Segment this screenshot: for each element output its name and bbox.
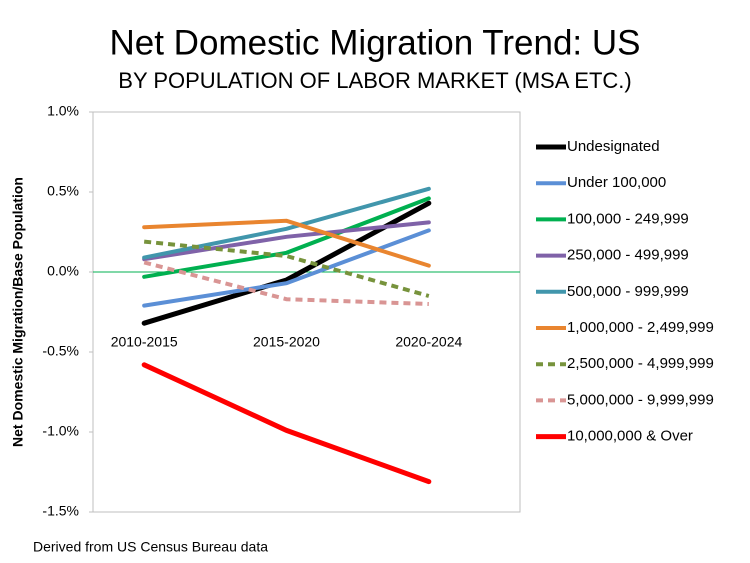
y-tick-label: 0.0% <box>47 263 79 279</box>
series-line <box>142 220 431 262</box>
x-tick-label: 2010-2015 <box>111 334 178 350</box>
series-line <box>143 239 430 298</box>
series-line <box>142 186 431 260</box>
chart-subtitle: BY POPULATION OF LABOR MARKET (MSA ETC.) <box>118 68 631 93</box>
x-tick-label: 2020-2024 <box>395 334 462 350</box>
y-tick-label: -1.0% <box>42 423 79 439</box>
series-line <box>142 196 431 279</box>
y-tick-label: 0.5% <box>47 183 79 199</box>
series-line <box>141 362 432 485</box>
legend-label: 1,000,000 - 2,499,999 <box>567 319 714 336</box>
legend-label: 5,000,000 - 9,999,999 <box>567 391 714 408</box>
legend-label: 2,500,000 - 4,999,999 <box>567 355 714 372</box>
y-tick-label: -0.5% <box>42 343 79 359</box>
legend-label: Under 100,000 <box>567 174 666 191</box>
y-tick-label: 1.0% <box>47 103 79 119</box>
series-line <box>142 218 431 268</box>
legend-label: 500,000 - 999,999 <box>567 283 689 300</box>
footnote: Derived from US Census Bureau data <box>33 539 268 555</box>
y-tick-label: -1.5% <box>42 503 79 519</box>
x-tick-label: 2015-2020 <box>253 334 320 350</box>
series-line <box>142 228 431 308</box>
legend-label: 100,000 - 249,999 <box>567 210 689 227</box>
legend-label: 250,000 - 499,999 <box>567 247 689 264</box>
y-axis-label: Net Domestic Migration/Base Population <box>10 177 26 447</box>
legend-label: 10,000,000 & Over <box>567 428 693 445</box>
legend-label: Undesignated <box>567 138 660 155</box>
plot-area <box>92 111 521 513</box>
chart-title: Net Domestic Migration Trend: US <box>109 23 640 62</box>
series-line <box>143 260 429 306</box>
